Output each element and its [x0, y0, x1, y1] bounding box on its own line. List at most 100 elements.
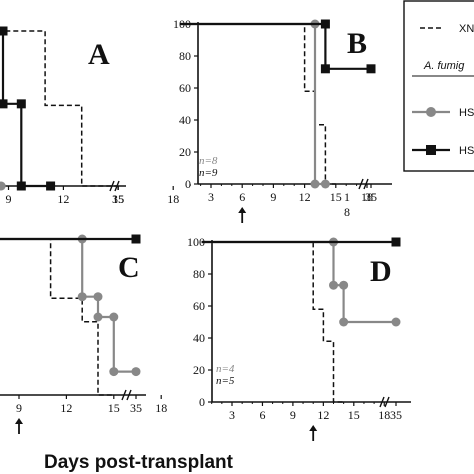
x-tick-label: 9: [270, 190, 276, 204]
y-tick-label: 60: [179, 81, 191, 95]
n-label: n=5: [216, 375, 235, 387]
panel-d: 3 6 9 12 15 18 35 0 20 40 60 80 100 Dn=4n=5: [187, 235, 411, 441]
data-point: [109, 312, 119, 322]
x-tick-label: 3: [229, 408, 235, 422]
x-tick-label: 35: [112, 192, 124, 206]
data-point: [339, 317, 349, 327]
data-point: [93, 312, 103, 322]
x-tick-label: 12: [57, 192, 69, 206]
x-tick-label: 9: [6, 192, 12, 206]
y-tick-label: 0: [199, 395, 205, 409]
y-tick-label: 80: [193, 267, 205, 281]
data-point: [320, 19, 330, 29]
data-point: [320, 179, 330, 189]
data-point: [131, 367, 141, 377]
legend-label: XN: [459, 23, 474, 35]
arrow-head: [309, 425, 318, 431]
series-line-dashed: [201, 241, 344, 403]
data-point: [310, 179, 320, 189]
arrow-head: [238, 207, 247, 213]
x-tick-label: 6: [259, 408, 265, 422]
panel-letter: C: [118, 251, 140, 284]
series-line-gray-circle: [0, 237, 136, 373]
y-tick-label: 60: [193, 299, 205, 313]
panel-letter: D: [370, 255, 392, 288]
data-point: [391, 317, 401, 327]
x-tick-label-extra: 1: [344, 190, 350, 204]
legend-box: [403, 0, 474, 172]
legend-label: HS: [459, 107, 474, 119]
data-point: [0, 26, 8, 36]
x-tick-label: 15: [348, 408, 360, 422]
panel-c: 9 12 15 18 35 C: [0, 234, 167, 434]
series-line-black-square: [0, 29, 51, 188]
legend-swatch-circle: [426, 107, 436, 117]
series-line-black-square: [179, 22, 371, 70]
series-line-dashed: [0, 238, 114, 396]
x-tick-label: 12: [317, 408, 329, 422]
x-tick-label: 15: [108, 401, 120, 415]
y-tick-label: 0: [185, 177, 191, 191]
data-point: [16, 99, 26, 109]
data-point: [93, 292, 103, 302]
x-tick-label: 18: [378, 408, 390, 422]
x-axis-title: Days post-transplant: [44, 452, 234, 473]
axis-break-mark: [121, 389, 127, 401]
y-tick-label: 100: [187, 235, 205, 249]
data-point: [329, 280, 338, 290]
legend-swatch-square: [426, 145, 436, 155]
y-tick-label: 40: [179, 113, 191, 127]
x-tick-label: 18: [361, 190, 373, 204]
n-label: n=8: [199, 155, 218, 167]
axis-break-mark: [379, 396, 385, 408]
data-point: [16, 181, 26, 191]
x-tick-label: 9: [290, 408, 296, 422]
legend: XN A. fumig HS HS: [403, 0, 474, 172]
series-line-gray-circle: [201, 240, 396, 324]
x-tick-label-extra: 8: [344, 205, 350, 219]
data-point: [77, 292, 87, 302]
y-tick-label: 80: [179, 49, 191, 63]
arrow-head: [15, 418, 23, 424]
panel-letter: B: [347, 27, 367, 60]
x-tick-label: 35: [390, 408, 402, 422]
data-point: [391, 237, 401, 247]
data-point: [131, 234, 141, 244]
n-label: n=9: [199, 167, 218, 179]
x-tick-label: 35: [130, 401, 142, 415]
y-tick-label: 20: [193, 363, 205, 377]
panel-a: 9 12 15 18 35 A: [0, 26, 179, 206]
series-line-dashed: [0, 30, 119, 187]
axis-break-mark: [126, 389, 132, 401]
x-tick-label: 18: [167, 192, 179, 206]
x-tick-label: 15: [112, 192, 124, 206]
x-tick-label: 15: [330, 190, 342, 204]
x-tick-label: 3: [208, 190, 214, 204]
axis-break-mark: [109, 180, 115, 192]
data-point: [109, 367, 119, 377]
data-point: [0, 99, 8, 109]
data-point: [366, 64, 376, 74]
data-point: [0, 181, 6, 191]
x-tick-label: 18: [155, 401, 167, 415]
legend-label: HS: [459, 145, 474, 157]
y-tick-label: 40: [193, 331, 205, 345]
x-tick-label: 35: [365, 190, 377, 204]
data-point: [339, 280, 349, 290]
x-tick-label: 9: [16, 401, 22, 415]
x-tick-label: 6: [239, 190, 245, 204]
data-point: [320, 64, 330, 74]
panel-letter: A: [88, 38, 110, 71]
legend-label: A. fumig: [423, 60, 465, 72]
x-tick-label: 12: [299, 190, 311, 204]
axis-break-mark: [363, 178, 369, 190]
y-tick-label: 20: [179, 145, 191, 159]
n-label: n=4: [216, 363, 235, 375]
x-tick-label: 12: [60, 401, 72, 415]
series-line-gray-circle: [0, 184, 2, 188]
axis-break-mark: [384, 396, 390, 408]
data-point: [46, 181, 56, 191]
